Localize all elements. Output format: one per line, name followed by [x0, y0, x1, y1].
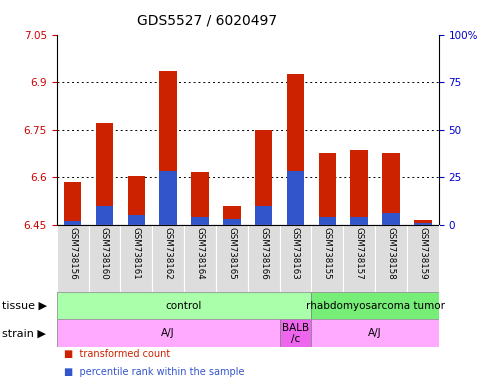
Bar	[280, 319, 312, 347]
Bar	[280, 225, 312, 292]
Bar	[312, 225, 343, 292]
Text: A/J: A/J	[368, 328, 382, 338]
Bar	[414, 223, 431, 225]
Bar	[414, 220, 431, 225]
Bar	[152, 225, 184, 292]
Bar	[184, 225, 216, 292]
Text: GSM738159: GSM738159	[419, 227, 427, 279]
Bar	[223, 219, 241, 225]
Bar	[312, 292, 439, 319]
Text: GSM738160: GSM738160	[100, 227, 109, 280]
Bar	[128, 215, 145, 225]
Text: GSM738164: GSM738164	[195, 227, 205, 280]
Bar	[407, 225, 439, 292]
Bar	[382, 213, 400, 225]
Bar	[89, 225, 120, 292]
Bar	[64, 182, 81, 225]
Bar	[96, 123, 113, 225]
Bar	[287, 74, 304, 225]
Bar	[191, 172, 209, 225]
Bar	[382, 153, 400, 225]
Text: GSM738156: GSM738156	[68, 227, 77, 280]
Bar	[312, 319, 439, 347]
Text: ■  transformed count: ■ transformed count	[64, 349, 171, 359]
Text: GSM738166: GSM738166	[259, 227, 268, 280]
Text: GSM738157: GSM738157	[354, 227, 364, 280]
Bar	[191, 217, 209, 225]
Text: strain ▶: strain ▶	[2, 328, 46, 338]
Bar	[128, 175, 145, 225]
Text: rhabdomyosarcoma tumor: rhabdomyosarcoma tumor	[306, 301, 445, 311]
Bar	[216, 225, 247, 292]
Bar	[318, 217, 336, 225]
Text: ■  percentile rank within the sample: ■ percentile rank within the sample	[64, 367, 245, 377]
Bar	[64, 221, 81, 225]
Text: GSM738155: GSM738155	[323, 227, 332, 280]
Text: tissue ▶: tissue ▶	[2, 301, 47, 311]
Text: BALB
/c: BALB /c	[282, 323, 309, 344]
Bar	[247, 225, 280, 292]
Bar	[159, 71, 177, 225]
Text: GSM738158: GSM738158	[387, 227, 395, 280]
Bar	[351, 150, 368, 225]
Text: GSM738165: GSM738165	[227, 227, 236, 280]
Bar	[287, 171, 304, 225]
Bar	[375, 225, 407, 292]
Bar	[223, 206, 241, 225]
Text: control: control	[166, 301, 202, 311]
Bar	[351, 217, 368, 225]
Text: GSM738163: GSM738163	[291, 227, 300, 280]
Text: GDS5527 / 6020497: GDS5527 / 6020497	[137, 13, 277, 27]
Bar	[343, 225, 375, 292]
Bar	[120, 225, 152, 292]
Bar	[159, 171, 177, 225]
Text: GSM738161: GSM738161	[132, 227, 141, 280]
Bar	[255, 206, 273, 225]
Bar	[318, 153, 336, 225]
Text: GSM738162: GSM738162	[164, 227, 173, 280]
Text: A/J: A/J	[161, 328, 175, 338]
Bar	[57, 319, 280, 347]
Bar	[96, 206, 113, 225]
Bar	[255, 130, 273, 225]
Bar	[57, 225, 89, 292]
Bar	[57, 292, 312, 319]
